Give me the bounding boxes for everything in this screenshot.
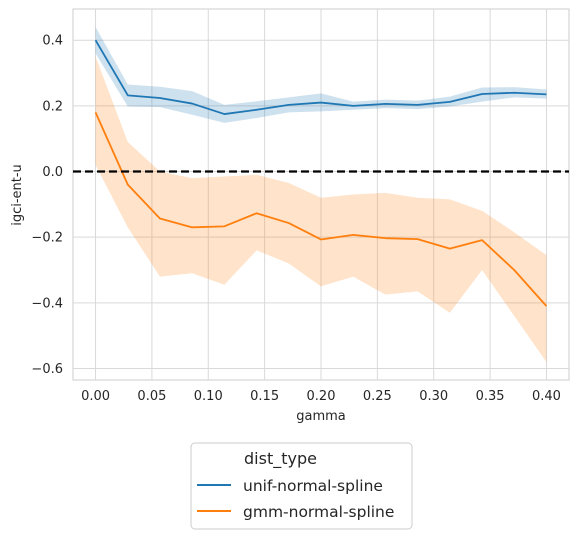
series-line-gmm-normal-spline xyxy=(94,112,548,307)
legend: dist_type unif-normal-spline gmm-normal-… xyxy=(190,442,413,530)
series-lines xyxy=(94,39,548,307)
x-tick-label: 0.25 xyxy=(363,389,392,404)
x-tick-label: 0.35 xyxy=(476,389,505,404)
legend-title: dist_type xyxy=(244,449,317,469)
x-axis-label: gamma xyxy=(296,409,346,424)
y-tick-labels: 0.4 0.2 0.0 −0.2 −0.4 −0.6 xyxy=(31,34,63,377)
confidence-band-unif-normal-spline xyxy=(95,27,547,123)
x-tick-label: 0.20 xyxy=(307,389,336,404)
y-tick-label: −0.4 xyxy=(31,296,63,311)
y-axis-label: igci-ent-u xyxy=(10,164,25,226)
y-tick-label: 0.0 xyxy=(42,165,63,180)
x-tick-label: 0.15 xyxy=(250,389,279,404)
confidence-band-gmm-normal-spline xyxy=(95,56,547,362)
x-tick-label: 0.30 xyxy=(419,389,448,404)
x-tick-label: 0.00 xyxy=(81,389,110,404)
y-tick-label: −0.6 xyxy=(31,362,63,377)
x-tick-label: 0.10 xyxy=(194,389,223,404)
confidence-bands xyxy=(95,27,547,362)
legend-frame xyxy=(190,442,413,530)
legend-entry-unif-normal-spline: unif-normal-spline xyxy=(243,477,383,495)
legend-entry-gmm-normal-spline: gmm-normal-spline xyxy=(243,503,394,521)
y-tick-label: −0.2 xyxy=(31,231,63,246)
y-tick-label: 0.2 xyxy=(42,99,63,114)
x-tick-label: 0.05 xyxy=(137,389,166,404)
grid xyxy=(73,9,569,380)
x-tick-labels: 0.00 0.05 0.10 0.15 0.20 0.25 0.30 0.35 0.40 xyxy=(81,389,561,404)
series-line-unif-normal-spline xyxy=(94,39,547,115)
y-tick-label: 0.4 xyxy=(42,34,63,49)
x-tick-label: 0.40 xyxy=(532,389,561,404)
